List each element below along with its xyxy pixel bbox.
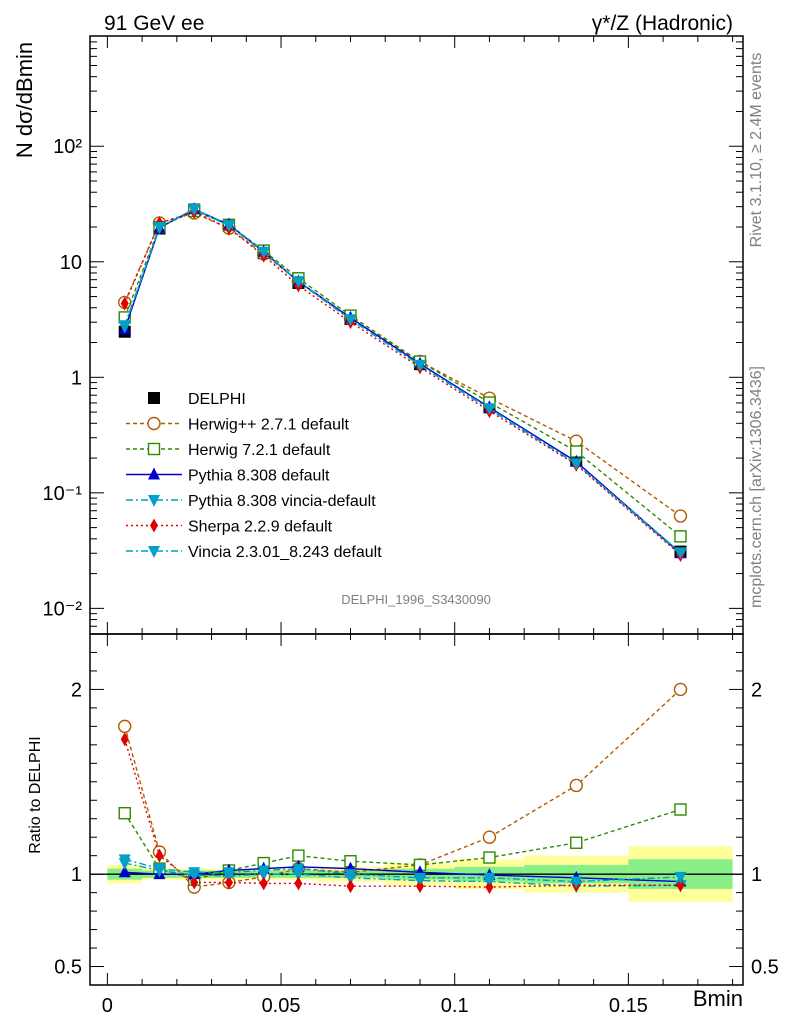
main-y-tick-label: 10⁻²	[43, 598, 83, 620]
ratio-y-tick-label-right: 1	[751, 864, 762, 886]
ratio-point-sherpa-2-2-9-default	[415, 879, 424, 894]
ratio-y-tick-label: 2	[71, 679, 82, 701]
x-tick-label: 0.15	[609, 995, 648, 1017]
main-point-vincia-2-3-01-8-243-default	[483, 403, 496, 416]
legend-marker-vincia-2-3-01-8-243-default	[148, 546, 160, 558]
ratio-line-pythia-8-308-vincia-default	[124, 862, 681, 887]
x-tick-label: 0	[102, 995, 113, 1017]
ratio-point-sherpa-2-2-9-default	[676, 878, 685, 893]
ratio-point-herwig-7-2-1-default	[292, 849, 305, 862]
ratio-point-herwig-2-7-1-default	[569, 778, 583, 793]
ratio-point-sherpa-2-2-9-default	[346, 879, 355, 894]
ratio-point-vincia-2-3-01-8-243-default	[153, 863, 166, 876]
ratio-line-herwig-2-7-1-default	[124, 688, 681, 888]
ratio-point-sherpa-2-2-9-default	[259, 876, 268, 891]
main-point-sherpa-2-2-9-default	[120, 296, 129, 311]
ratio-line-herwig-7-2-1-default	[124, 808, 681, 881]
ratio-point-sherpa-2-2-9-default	[224, 875, 233, 890]
main-point-vincia-2-3-01-8-243-default	[118, 320, 131, 333]
main-point-vincia-2-3-01-8-243-default	[674, 547, 687, 560]
mcplots-label: mcplots.cern.ch [arXiv:1306.3436]	[748, 366, 765, 608]
ratio-point-vincia-2-3-01-8-243-default	[570, 876, 583, 889]
legend-label-sherpa-2-2-9-default: Sherpa 2.2.9 default	[188, 519, 333, 536]
ratio-point-herwig-7-2-1-default	[118, 806, 131, 820]
rivet-version-label: Rivet 3.1.10, ≥ 2.4M events	[748, 53, 765, 248]
ratio-point-sherpa-2-2-9-default	[294, 876, 303, 891]
main-series-vincia-2-3-01-8-243-default	[118, 204, 687, 560]
ratio-point-vincia-2-3-01-8-243-default	[118, 854, 131, 867]
legend-marker-sherpa-2-2-9-default	[150, 518, 158, 533]
main-y-tick-label: 1	[71, 367, 82, 389]
data-series	[118, 202, 688, 895]
main-y-tick-label: 10⁻¹	[43, 483, 83, 505]
x-tick-label: 0.1	[441, 995, 469, 1017]
legend-label-herwig-7-2-1-default: Herwig 7.2.1 default	[188, 442, 331, 459]
ratio-point-herwig-7-2-1-default	[483, 851, 496, 864]
ratio-point-vincia-2-3-01-8-243-default	[344, 869, 357, 882]
header-right: γ*/Z (Hadronic)	[592, 12, 733, 35]
ratio-point-herwig-7-2-1-default	[674, 803, 687, 816]
ratio-point-vincia-2-3-01-8-243-default	[188, 867, 201, 880]
main-y-tick-label: 10	[60, 252, 82, 274]
ratio-y-tick-label-right: 0.5	[751, 957, 779, 979]
ratio-point-herwig-2-7-1-default	[482, 830, 497, 844]
main-point-herwig-2-7-1-default	[673, 509, 688, 523]
ratio-y-tick-label: 1	[71, 864, 82, 886]
main-point-vincia-2-3-01-8-243-default	[257, 246, 270, 259]
analysis-label: DELPHI_1996_S3430090	[341, 592, 491, 607]
main-point-vincia-2-3-01-8-243-default	[188, 204, 201, 217]
ratio-point-vincia-2-3-01-8-243-default	[483, 872, 496, 885]
main-point-vincia-2-3-01-8-243-default	[222, 220, 235, 233]
main-line-herwig-7-2-1-default	[124, 210, 681, 537]
ratio-point-sherpa-2-2-9-default	[155, 848, 164, 863]
ratio-point-pythia-8-308-default	[118, 865, 131, 878]
header-left: 91 GeV ee	[104, 12, 204, 35]
main-point-vincia-2-3-01-8-243-default	[153, 221, 166, 234]
ratio-point-vincia-2-3-01-8-243-default	[413, 872, 426, 885]
ratio-point-sherpa-2-2-9-default	[485, 880, 494, 895]
ratio-point-sherpa-2-2-9-default	[120, 732, 129, 747]
ratio-point-vincia-2-3-01-8-243-default	[257, 865, 270, 878]
main-point-vincia-2-3-01-8-243-default	[292, 276, 305, 289]
main-point-vincia-2-3-01-8-243-default	[344, 314, 357, 327]
legend-label-pythia-8-308-vincia-default: Pythia 8.308 vincia-default	[188, 493, 376, 510]
x-axis-label: Bmin	[693, 986, 743, 1011]
ratio-point-vincia-2-3-01-8-243-default	[292, 863, 305, 876]
main-point-vincia-2-3-01-8-243-default	[413, 359, 426, 372]
main-point-herwig-7-2-1-default	[674, 530, 687, 543]
legend-marker-herwig-2-7-1-default	[147, 416, 161, 431]
x-tick-label: 0.05	[262, 995, 301, 1017]
ratio-point-sherpa-2-2-9-default	[190, 875, 199, 890]
axis-ticks: 0 0.05 0.1 0.15 10⁻² 10⁻¹ 1 10 10² 0.5 0.5 1 1 2 2	[43, 35, 779, 1017]
main-point-vincia-2-3-01-8-243-default	[570, 458, 583, 471]
legend-label-delphi: DELPHI	[188, 391, 246, 408]
ratio-y-tick-label-right: 2	[751, 679, 762, 701]
legend-marker-herwig-7-2-1-default	[147, 442, 161, 456]
legend: DELPHI Herwig++ 2.7.1 default Herwig 7.2.1…	[126, 391, 382, 561]
legend-label-herwig-2-7-1-default: Herwig++ 2.7.1 default	[188, 417, 350, 434]
plot-frames	[89, 35, 744, 986]
ratio-point-vincia-2-3-01-8-243-default	[222, 867, 235, 880]
ratio-line-sherpa-2-2-9-default	[124, 739, 681, 888]
ratio-point-herwig-2-7-1-default	[118, 719, 132, 734]
main-y-axis-label: N dσ/dBmin	[12, 42, 37, 158]
legend-marker-pythia-8-308-vincia-default	[148, 495, 160, 507]
legend-label-vincia-2-3-01-8-243-default: Vincia 2.3.01_8.243 default	[188, 544, 382, 561]
legend-label-pythia-8-308-default: Pythia 8.308 default	[188, 468, 330, 485]
legend-marker-delphi	[148, 392, 160, 404]
ratio-point-herwig-7-2-1-default	[570, 836, 583, 849]
ratio-panel-frame	[89, 633, 744, 986]
ratio-point-vincia-2-3-01-8-243-default	[674, 871, 687, 884]
ratio-point-herwig-2-7-1-default	[673, 682, 688, 697]
ratio-y-axis-label: Ratio to DELPHI	[27, 736, 44, 853]
ratio-series-sherpa-2-2-9-default	[120, 732, 685, 895]
ratio-series-vincia-2-3-01-8-243-default	[118, 854, 687, 889]
main-series-herwig-7-2-1-default	[118, 204, 687, 543]
main-y-tick-label: 10²	[53, 136, 82, 158]
legend-marker-pythia-8-308-default	[148, 467, 160, 480]
ratio-y-tick-label: 0.5	[54, 957, 82, 979]
